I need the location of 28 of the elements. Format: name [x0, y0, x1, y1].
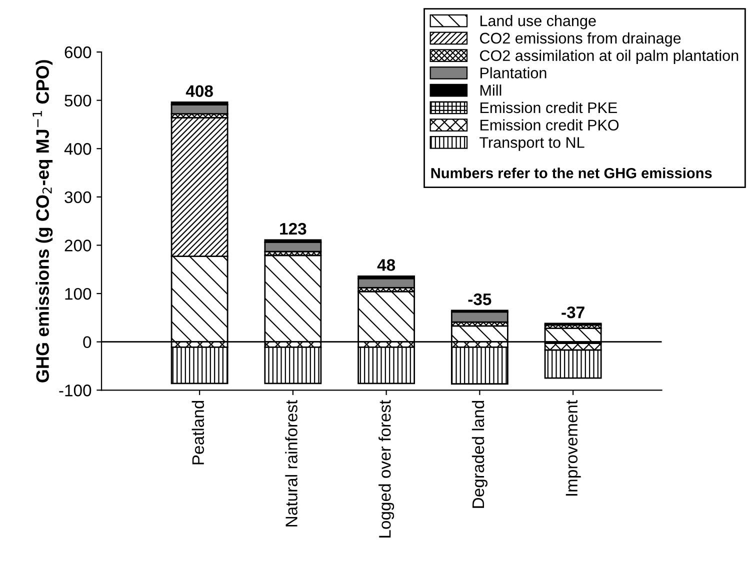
legend-title: Numbers refer to the net GHG emissions: [431, 168, 712, 178]
y-axis-title: GHG emissions (g CO$_{2}$-eq MJ$^{−1}$ CPO): [32, 60, 53, 382]
legend-label: Emission credit PKO: [480, 119, 619, 131]
x-tick-label: Logged over forest: [378, 400, 394, 538]
y-tick-label: 400: [64, 143, 92, 155]
legend-label: Mill: [480, 84, 502, 96]
x-tick-label: Peatland: [192, 400, 204, 464]
legend-label: Plantation: [480, 67, 546, 78]
annotation: -35: [468, 293, 492, 306]
annotation: 123: [280, 222, 306, 235]
legend-label: Emission credit PKE: [480, 102, 617, 114]
y-tick-label: 100: [65, 288, 92, 300]
annotation: 408: [186, 85, 213, 98]
x-tick-label: Improvement: [566, 400, 581, 496]
legend-label: CO2 emissions from drainage: [480, 32, 681, 47]
y-tick-label: 300: [64, 191, 92, 204]
legend-label: Land use change: [480, 15, 596, 30]
y-tick-label: 200: [64, 240, 92, 252]
x-tick-label: Natural rainforest: [285, 400, 298, 526]
y-tick-label: 600: [64, 46, 92, 58]
annotation: -37: [562, 306, 584, 318]
x-tick-label: Degraded land: [472, 400, 488, 508]
y-tick-label: 500: [64, 94, 92, 107]
y-tick-label: -100: [59, 384, 92, 396]
legend-label: Transport to NL: [480, 137, 584, 151]
y-tick-label: 0: [83, 336, 92, 348]
legend-label: CO2 assimilation at oil palm plantation: [480, 50, 738, 64]
annotation: 48: [377, 259, 396, 271]
